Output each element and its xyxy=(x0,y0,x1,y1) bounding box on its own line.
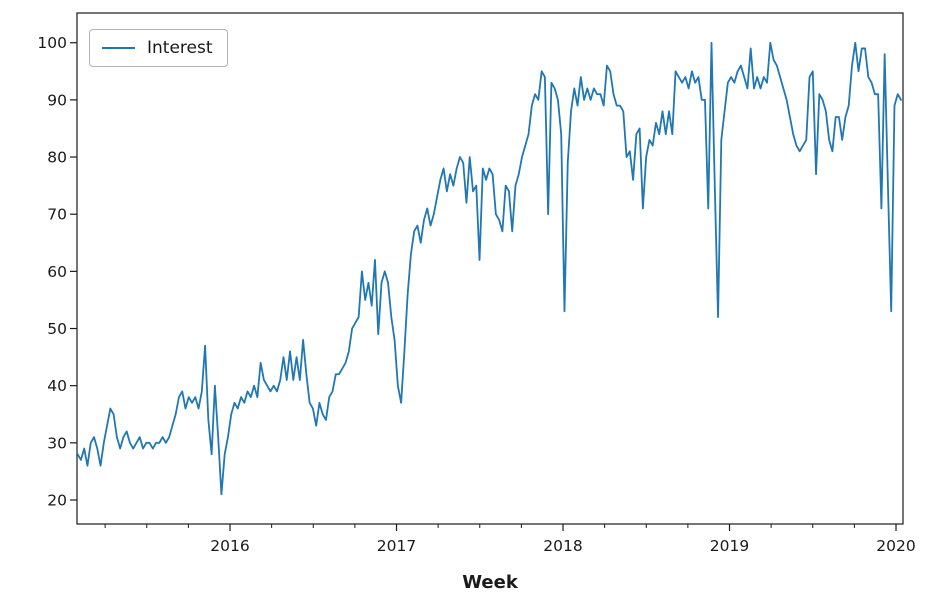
y-tick-label: 80 xyxy=(47,148,67,166)
x-tick-label: 2018 xyxy=(543,537,582,555)
x-axis-label: Week xyxy=(462,572,519,593)
x-tick-label: 2020 xyxy=(876,537,915,555)
x-tick-label: 2017 xyxy=(377,537,416,555)
x-tick-label: 2016 xyxy=(210,537,249,555)
interest-line xyxy=(77,41,902,496)
y-tick-label: 60 xyxy=(47,263,67,281)
y-tick-label: 90 xyxy=(47,91,67,109)
y-tick-label: 40 xyxy=(47,377,67,395)
y-tick-label: 70 xyxy=(47,206,67,224)
y-tick-label: 100 xyxy=(37,34,67,52)
axes-spines xyxy=(76,12,904,525)
y-tick-label: 50 xyxy=(47,320,67,338)
x-tick-label: 2019 xyxy=(710,537,749,555)
y-tick-label: 20 xyxy=(47,491,67,509)
legend-line-sample xyxy=(102,47,135,49)
legend-label: Interest xyxy=(147,38,213,58)
y-tick-label: 30 xyxy=(47,434,67,452)
legend: Interest xyxy=(89,29,228,67)
